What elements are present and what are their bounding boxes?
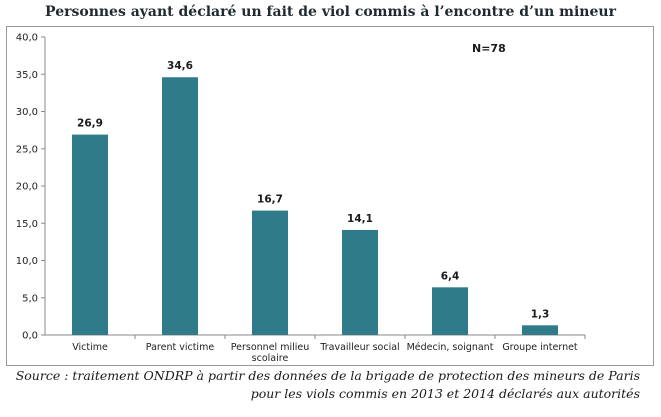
- data-label: 6,4: [441, 270, 460, 282]
- data-label: 34,6: [167, 60, 193, 72]
- y-tick-label: 25,0: [16, 144, 38, 155]
- y-tick-label: 30,0: [16, 107, 38, 118]
- x-tick-label: Parent victime: [146, 342, 215, 353]
- bar: [342, 229, 378, 335]
- chart-frame: [6, 26, 654, 366]
- data-label: 1,3: [531, 308, 550, 320]
- y-tick-label: 5,0: [22, 293, 38, 304]
- bar: [252, 210, 288, 335]
- x-tick-label: Personnel milieu: [231, 342, 310, 353]
- bar: [432, 287, 468, 335]
- y-tick-label: 0,0: [22, 331, 38, 342]
- x-tick-label: Victime: [72, 342, 108, 353]
- sample-size-label: N=78: [472, 42, 506, 55]
- x-tick-label: scolaire: [252, 353, 289, 364]
- source-line-1: Source : traitement ONDRP à partir des d…: [15, 368, 640, 383]
- bar: [522, 325, 558, 335]
- y-tick-label: 20,0: [16, 182, 38, 193]
- y-tick-label: 40,0: [16, 33, 38, 44]
- source-line-2: pour les viols commis en 2013 et 2014 dé…: [250, 386, 640, 401]
- x-tick-label: Travailleur social: [319, 342, 399, 353]
- data-label: 16,7: [257, 194, 283, 206]
- x-tick-label: Médecin, soignant: [407, 342, 494, 353]
- y-tick-label: 10,0: [16, 256, 38, 267]
- y-tick-label: 15,0: [16, 219, 38, 230]
- bar: [162, 77, 198, 335]
- data-label: 14,1: [347, 213, 373, 225]
- chart-title: Personnes ayant déclaré un fait de viol …: [45, 4, 616, 20]
- source-note: Source : traitement ONDRP à partir des d…: [0, 367, 640, 403]
- y-tick-label: 35,0: [16, 70, 38, 81]
- bar: [72, 134, 108, 335]
- data-label: 26,9: [77, 118, 103, 130]
- x-tick-label: Groupe internet: [502, 342, 578, 353]
